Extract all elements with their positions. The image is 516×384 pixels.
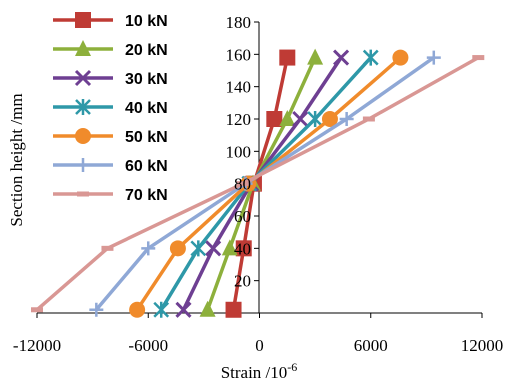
x-tick-label: -6000 <box>128 336 168 355</box>
data-point <box>31 307 43 313</box>
legend: 10 kN 20 kN 30 kN 40 kN 50 kN 60 kN 70 kN <box>53 12 168 204</box>
data-point <box>362 116 375 122</box>
x-tick-label: 6000 <box>354 336 388 355</box>
data-point <box>307 111 324 127</box>
series-line <box>94 56 435 311</box>
legend-swatch-marker <box>75 128 91 144</box>
legend-entry: 10 kN <box>53 12 168 30</box>
data-point <box>129 301 146 318</box>
data-point <box>169 240 186 257</box>
series-60-kn <box>89 50 441 317</box>
legend-label: 70 kN <box>125 187 168 204</box>
data-point <box>279 110 296 126</box>
legend-label: 40 kN <box>125 100 168 117</box>
y-tick-label: 20 <box>234 272 251 291</box>
legend-label: 50 kN <box>125 129 168 146</box>
data-point <box>426 50 441 65</box>
y-axis-title: Section height /mm <box>7 93 26 226</box>
data-point <box>307 48 324 65</box>
data-point <box>339 112 354 126</box>
x-tick-label: 12000 <box>461 336 504 355</box>
x-tick-label: 0 <box>255 336 264 355</box>
x-axis-title-main: Strain /10 <box>221 363 288 382</box>
data-point <box>175 301 192 318</box>
y-tick-label: 160 <box>226 45 252 64</box>
series-line <box>135 56 402 311</box>
data-point <box>472 55 485 61</box>
data-point <box>101 245 114 251</box>
data-point <box>236 181 249 187</box>
legend-swatch-marker <box>76 158 90 172</box>
legend-label: 10 kN <box>125 13 168 30</box>
legend-swatch-marker <box>75 40 91 56</box>
series-70-kn <box>31 55 485 313</box>
x-axis-title-exponent: -6 <box>287 360 297 374</box>
legend-entry: 30 kN <box>53 69 168 88</box>
y-tick-label: 60 <box>234 207 251 226</box>
data-point <box>190 240 207 257</box>
legend-swatch-marker <box>77 191 89 197</box>
legend-label: 20 kN <box>125 42 168 59</box>
data-point <box>199 300 216 317</box>
series-layer <box>31 48 485 318</box>
data-point <box>362 49 379 66</box>
y-tick-label: 120 <box>226 110 252 129</box>
legend-entry: 70 kN <box>53 187 168 204</box>
data-point <box>235 240 252 257</box>
legend-entry: 20 kN <box>53 40 168 59</box>
axes <box>36 21 483 318</box>
series-line <box>181 56 343 311</box>
data-point <box>225 301 242 318</box>
y-tick-label: 140 <box>226 78 252 97</box>
y-tick-label: 80 <box>234 175 251 194</box>
x-tick-label: -12000 <box>13 336 61 355</box>
data-point <box>141 241 156 256</box>
legend-entry: 50 kN <box>53 128 168 146</box>
tick-labels: -12000 -6000 0 6000 12000 20 40 60 80 100 120 140 16… <box>13 13 503 355</box>
data-point <box>392 49 409 66</box>
data-point <box>205 240 222 257</box>
series-40-kn <box>153 49 379 318</box>
series-30-kn <box>175 49 350 318</box>
data-point <box>221 239 238 256</box>
data-point <box>333 49 350 66</box>
series-line <box>159 56 373 311</box>
legend-swatch-marker <box>75 99 91 115</box>
data-point <box>89 302 104 317</box>
data-point <box>279 49 296 66</box>
data-point <box>321 111 338 127</box>
y-tick-label: 100 <box>226 142 252 161</box>
y-tick-label: 40 <box>234 239 251 258</box>
legend-swatch-marker <box>75 12 91 28</box>
data-point <box>292 110 309 128</box>
legend-label: 60 kN <box>125 158 168 175</box>
legend-swatch-marker <box>74 69 92 87</box>
x-axis-title: Strain /10-6 <box>221 360 298 382</box>
legend-entry: 40 kN <box>53 99 168 117</box>
y-tick-label: 180 <box>226 13 252 32</box>
data-point <box>266 111 283 127</box>
legend-label: 30 kN <box>125 71 168 88</box>
legend-entry: 60 kN <box>53 158 168 175</box>
data-point <box>153 301 170 318</box>
series-50-kn <box>129 49 409 318</box>
